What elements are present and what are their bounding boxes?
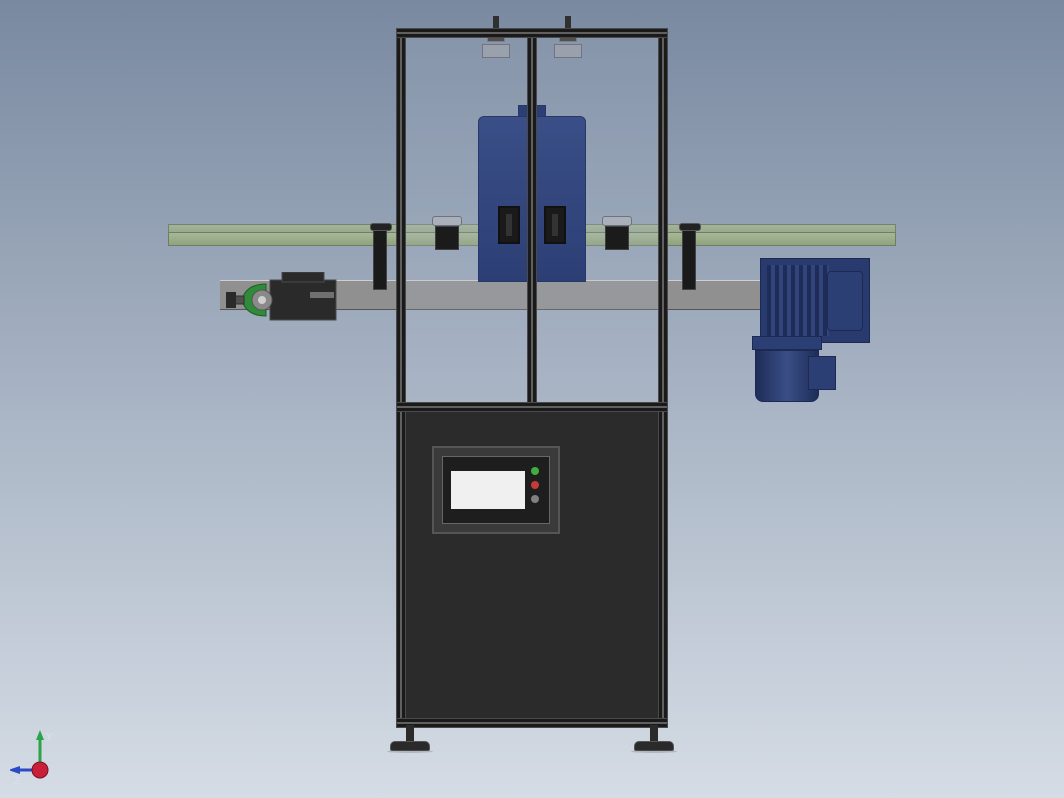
y-axis-label: Y xyxy=(46,732,53,743)
hmi-panel[interactable] xyxy=(432,446,560,534)
rail-post-left xyxy=(373,230,387,290)
frame-rail-top xyxy=(396,28,668,38)
z-axis-label: Z xyxy=(14,776,20,787)
view-axis-triad[interactable]: Y Z xyxy=(10,728,70,788)
indicator-grey xyxy=(531,495,539,503)
hmi-screen[interactable] xyxy=(451,471,525,509)
bottle-stop-left xyxy=(432,216,462,250)
indicator-green xyxy=(531,467,539,475)
frame-mullion-center xyxy=(527,28,537,412)
frame-rail-bottom xyxy=(396,718,668,728)
leveling-foot-left xyxy=(390,725,430,753)
door-handle-right[interactable] xyxy=(544,206,566,244)
frame-rail-mid xyxy=(396,402,668,412)
worm-gearbox xyxy=(760,258,870,343)
indicator-red xyxy=(531,481,539,489)
frame-upright-right xyxy=(658,28,668,728)
hmi-indicator-group xyxy=(531,467,545,503)
door-handle-left[interactable] xyxy=(498,206,520,244)
origin-icon xyxy=(32,762,48,778)
leveling-foot-right xyxy=(634,725,674,753)
frame-upright-left xyxy=(396,28,406,728)
hmi-bezel xyxy=(442,456,550,524)
conveyor-tensioner xyxy=(226,272,340,328)
bottle-stop-right xyxy=(602,216,632,250)
cad-viewport[interactable]: Y Z xyxy=(0,0,1064,798)
rail-post-right xyxy=(682,230,696,290)
drive-motor xyxy=(742,336,832,414)
machine-frame xyxy=(396,28,668,753)
